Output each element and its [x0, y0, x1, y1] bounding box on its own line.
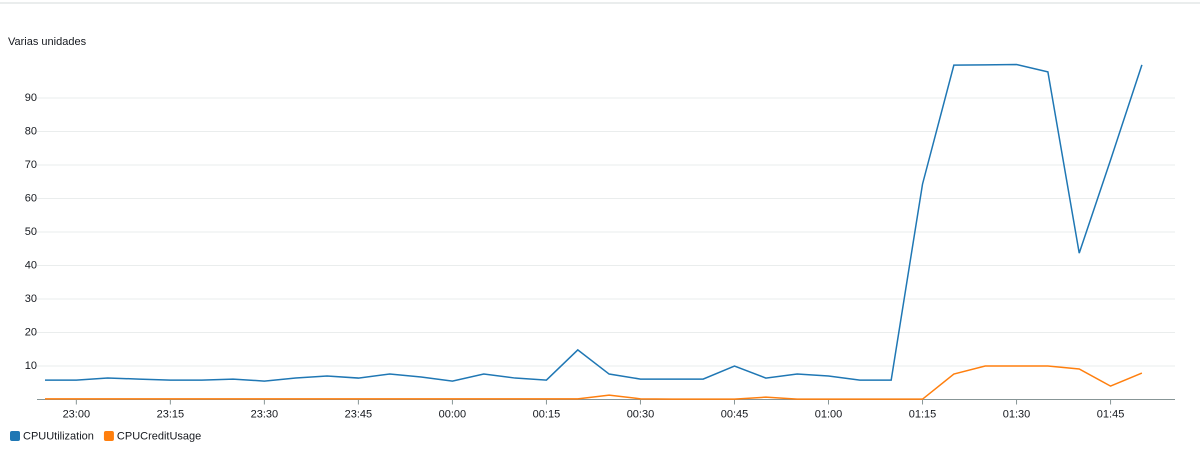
x-tick-label: 00:00	[439, 408, 467, 420]
legend-swatch[interactable]	[103, 431, 114, 441]
y-tick-label: 60	[25, 192, 37, 204]
legend-label[interactable]: CPUCreditUsage	[117, 430, 201, 442]
y-tick-label: 40	[25, 259, 37, 271]
x-tick-label: 23:15	[157, 408, 185, 420]
y-tick-label: 20	[25, 326, 37, 338]
series-line	[45, 365, 1143, 400]
legend-label[interactable]: CPUUtilization	[23, 430, 94, 442]
legend-swatch[interactable]	[10, 431, 20, 441]
y-tick-label: 70	[25, 159, 37, 171]
x-tick-label: 23:45	[345, 408, 373, 420]
x-tick-label: 01:45	[1097, 408, 1125, 420]
series-line	[45, 63, 1143, 382]
x-tick-label: 01:00	[815, 408, 843, 420]
y-tick-label: 30	[25, 293, 37, 305]
x-tick-label: 23:00	[63, 408, 91, 420]
y-tick-label: 50	[25, 226, 37, 238]
x-tick-label: 00:30	[627, 408, 655, 420]
x-tick-label: 00:15	[533, 408, 561, 420]
x-tick-label: 00:45	[721, 408, 749, 420]
y-axis-label: Varias unidades	[8, 36, 87, 48]
x-tick-label: 01:30	[1003, 408, 1031, 420]
x-tick-label: 23:30	[251, 408, 279, 420]
y-tick-label: 10	[25, 360, 37, 372]
y-tick-label: 80	[25, 125, 37, 137]
y-tick-label: 90	[25, 92, 37, 104]
x-tick-label: 01:15	[909, 408, 937, 420]
